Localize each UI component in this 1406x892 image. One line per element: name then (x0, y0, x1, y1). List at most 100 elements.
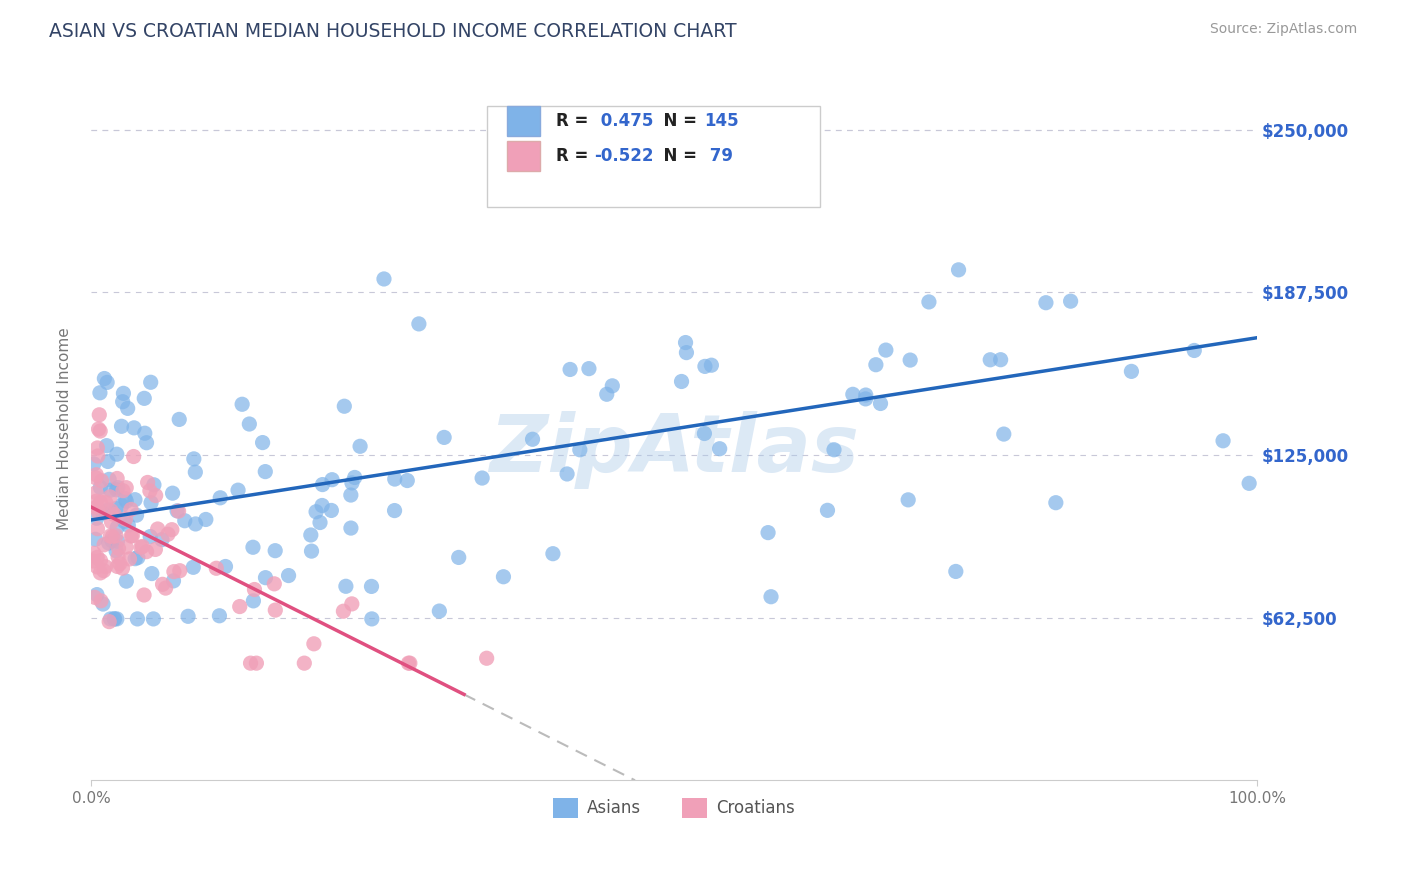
Point (373, 272, 395, 286)
Point (194, 512, 217, 526)
Point (87, 422, 110, 436)
Point (90, 474, 112, 488)
Point (108, 557, 131, 571)
Point (122, 421, 145, 435)
Point (427, 604, 450, 618)
Point (384, 472, 406, 486)
Point (214, 559, 236, 574)
Point (471, 471, 494, 485)
Point (84, 467, 107, 482)
Point (340, 597, 363, 611)
Point (522, 432, 544, 446)
Point (433, 430, 456, 444)
Point (302, 637, 325, 651)
Point (335, 579, 357, 593)
Point (86, 588, 108, 602)
Point (475, 651, 498, 665)
Point (114, 512, 136, 526)
Point (226, 483, 249, 498)
Text: 145: 145 (704, 112, 738, 130)
Point (709, 442, 731, 456)
Point (229, 599, 252, 614)
Point (242, 594, 264, 608)
FancyBboxPatch shape (488, 105, 820, 208)
Point (115, 540, 138, 554)
FancyBboxPatch shape (508, 106, 540, 136)
Point (349, 439, 371, 453)
Point (117, 518, 139, 533)
Point (263, 577, 285, 591)
Point (87, 505, 110, 519)
Text: R =: R = (557, 112, 595, 130)
Point (105, 559, 128, 574)
FancyBboxPatch shape (508, 142, 540, 171)
Point (98, 490, 121, 504)
Point (96, 376, 118, 390)
Point (301, 544, 323, 558)
Point (675, 335, 697, 350)
Point (136, 475, 159, 490)
Point (111, 483, 134, 498)
Point (855, 388, 877, 402)
Text: R =: R = (557, 147, 595, 165)
Point (98, 472, 121, 486)
Point (343, 470, 366, 484)
Text: 0.475: 0.475 (595, 112, 652, 130)
Point (127, 612, 149, 626)
Point (86, 522, 108, 536)
Point (89, 424, 111, 438)
Point (134, 426, 156, 441)
Point (243, 582, 266, 597)
Point (299, 528, 322, 542)
Point (558, 362, 581, 376)
Point (321, 503, 343, 517)
Point (311, 499, 333, 513)
Point (117, 401, 139, 416)
Point (93, 564, 115, 578)
Point (578, 361, 600, 376)
Point (156, 527, 179, 541)
Point (120, 502, 142, 516)
Point (100, 483, 122, 497)
Point (90, 594, 112, 608)
Point (492, 570, 515, 584)
Point (93, 371, 115, 385)
Point (111, 394, 134, 409)
Point (756, 525, 779, 540)
Point (103, 612, 125, 626)
Point (209, 491, 232, 505)
Point (89, 408, 111, 422)
Point (252, 435, 274, 450)
Point (155, 581, 177, 595)
Point (152, 577, 174, 591)
Point (86, 550, 108, 565)
Point (321, 473, 343, 487)
Point (360, 579, 382, 593)
Point (98, 615, 121, 629)
Point (83, 546, 105, 560)
Point (254, 465, 277, 479)
Point (408, 317, 430, 331)
Point (1035, 295, 1057, 310)
Point (134, 392, 156, 406)
Text: ZipAtlas: ZipAtlas (489, 411, 859, 489)
Point (139, 376, 162, 390)
Point (396, 474, 419, 488)
Point (105, 612, 128, 626)
Point (98, 529, 121, 543)
Point (115, 574, 138, 589)
Point (86, 500, 108, 514)
Point (333, 399, 356, 413)
Point (340, 488, 363, 502)
Point (97, 536, 120, 550)
Point (146, 522, 169, 536)
Point (242, 541, 264, 555)
Point (141, 566, 163, 581)
Point (671, 375, 693, 389)
Point (100, 612, 122, 626)
Point (948, 263, 970, 277)
Point (96, 439, 118, 453)
Point (447, 550, 470, 565)
Point (83, 457, 105, 471)
Point (264, 543, 287, 558)
